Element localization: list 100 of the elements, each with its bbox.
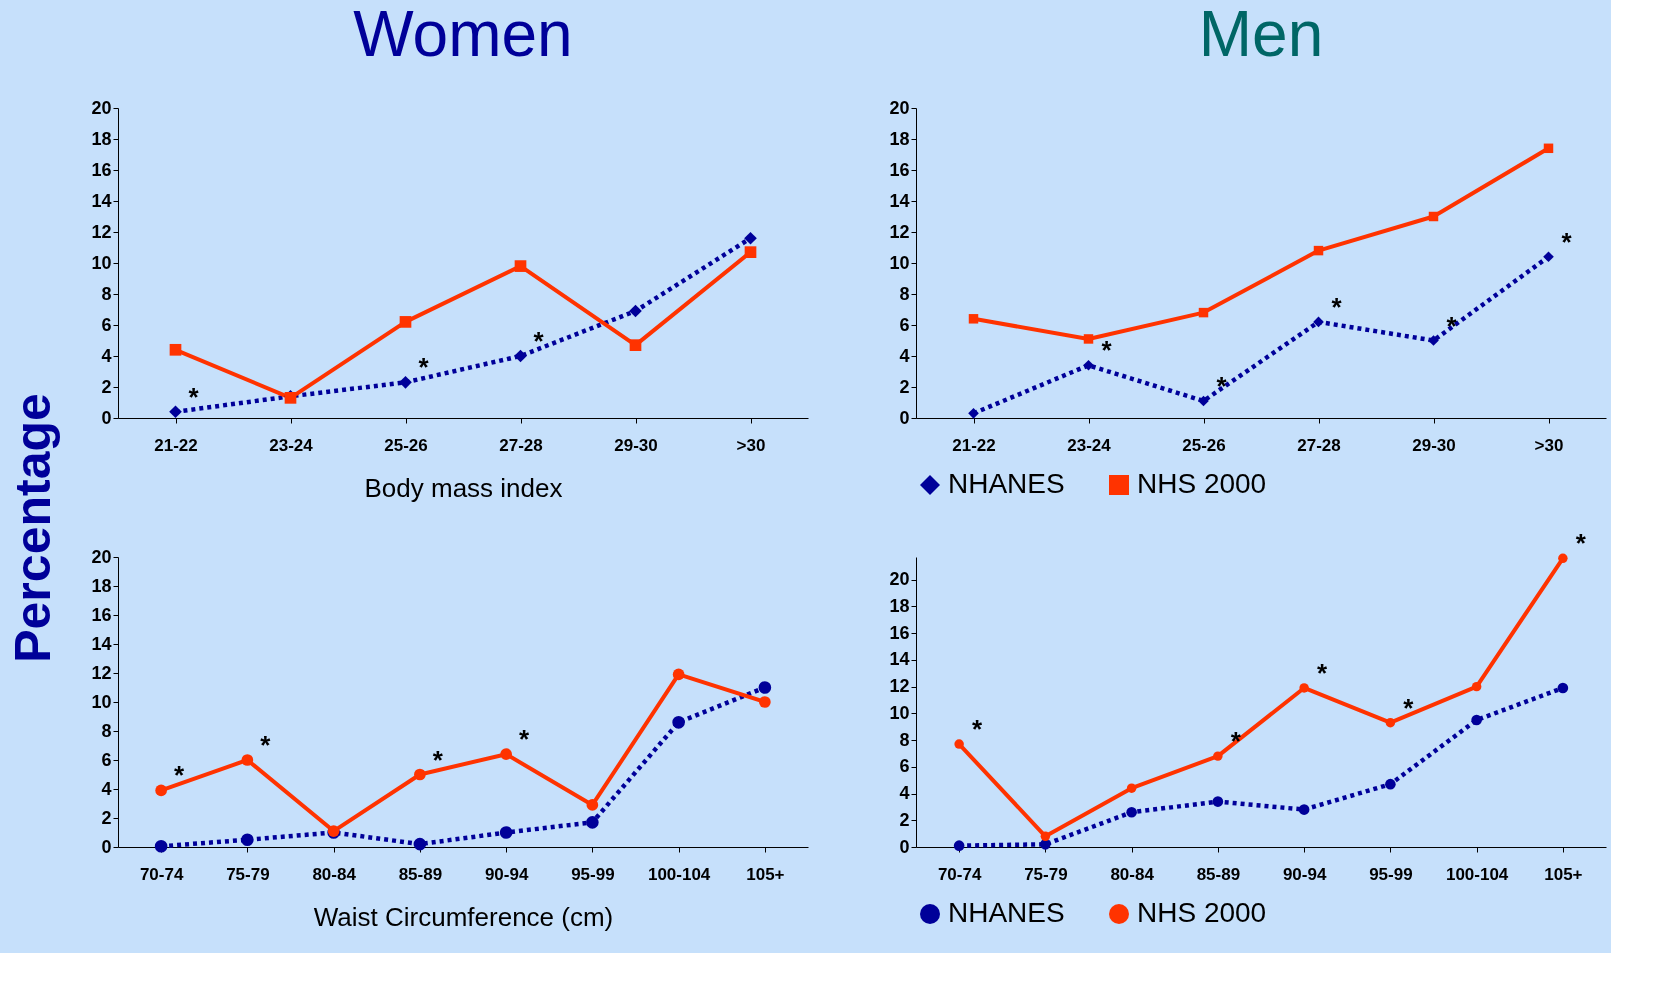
- y-tick-label: 2: [101, 807, 112, 828]
- point: [954, 739, 964, 749]
- y-tick-label: 2: [899, 809, 910, 830]
- y-tick-label: 20: [91, 97, 112, 118]
- y-tick-label: 18: [889, 595, 910, 616]
- y-tick-label: 0: [899, 407, 910, 428]
- annotation: *: [188, 381, 200, 412]
- point: [413, 837, 427, 851]
- point: [414, 768, 426, 781]
- y-tick-label: 4: [899, 783, 910, 804]
- point: [758, 681, 772, 694]
- y-tick-label: 12: [91, 662, 112, 683]
- annotation: *: [533, 326, 545, 356]
- x-tick-label: 105+: [746, 864, 785, 884]
- point: [1083, 359, 1094, 371]
- chart-title: Women: [353, 0, 573, 70]
- point: [499, 826, 513, 839]
- y-tick-label: 18: [91, 128, 112, 149]
- x-tick-label: 27-28: [499, 435, 543, 455]
- y-tick-label: 14: [889, 190, 910, 211]
- annotation: *: [1446, 310, 1458, 341]
- point: [155, 784, 167, 797]
- point: [629, 304, 642, 318]
- point: [1543, 251, 1554, 263]
- x-tick-label: 80-84: [1110, 864, 1155, 884]
- point: [759, 696, 771, 708]
- y-tick-label: 8: [101, 720, 112, 741]
- point: [586, 816, 599, 829]
- annotation: *: [1317, 657, 1329, 688]
- point: [514, 260, 527, 272]
- y-tick-label: 2: [101, 376, 112, 397]
- x-tick-label: 29-30: [1412, 435, 1456, 455]
- y-tick-label: 6: [101, 314, 112, 335]
- legend-label: NHS 2000: [1137, 897, 1267, 928]
- point: [1557, 682, 1569, 694]
- y-tick-label: 8: [899, 729, 910, 750]
- point: [1299, 683, 1309, 693]
- y-tick-label: 6: [899, 314, 910, 335]
- point: [241, 754, 254, 766]
- y-tick-label: 16: [91, 159, 112, 180]
- x-tick-label: 70-74: [937, 864, 982, 884]
- point: [399, 376, 412, 389]
- annotation: *: [1403, 692, 1415, 723]
- x-tick-label: 90-94: [1282, 864, 1327, 884]
- x-tick-label: 105+: [1544, 864, 1583, 884]
- y-tick-label: 4: [101, 345, 112, 366]
- annotation: *: [432, 744, 444, 775]
- annotation: *: [519, 724, 531, 755]
- y-tick-label: 0: [899, 836, 910, 857]
- x-tick-label: >30: [1534, 435, 1564, 455]
- point: [1428, 211, 1439, 222]
- point: [1126, 806, 1137, 818]
- y-tick-label: 20: [889, 97, 910, 118]
- point: [1040, 831, 1051, 842]
- legend-label: NHS 2000: [1137, 468, 1267, 499]
- y-tick-label: 4: [899, 345, 910, 366]
- point: [629, 339, 642, 351]
- y-tick-label: 10: [889, 252, 910, 273]
- legend-label: NHANES: [948, 897, 1065, 928]
- point: [399, 316, 412, 328]
- x-tick-label: 23-24: [1067, 435, 1112, 455]
- x-tick-label: 75-79: [1024, 864, 1068, 884]
- x-axis-title: Body mass index: [364, 472, 563, 503]
- point: [1313, 245, 1324, 256]
- y-tick-label: 10: [91, 691, 112, 712]
- x-tick-label: 85-89: [1196, 864, 1241, 884]
- annotation: *: [972, 714, 984, 745]
- x-tick-label: 75-79: [226, 864, 270, 884]
- point: [1428, 335, 1439, 346]
- y-tick-label: 14: [889, 649, 910, 670]
- y-tick-label: 20: [889, 569, 910, 590]
- y-tick-label: 0: [101, 836, 112, 857]
- x-axis-title: Waist Circumference (cm): [313, 901, 614, 932]
- point: [500, 748, 512, 761]
- annotation: *: [1216, 370, 1228, 401]
- annotation: *: [174, 760, 186, 791]
- point: [1471, 714, 1482, 726]
- point: [1040, 839, 1051, 850]
- y-tick-label: 8: [899, 283, 910, 304]
- point: [1385, 717, 1396, 728]
- y-tick-label: 12: [889, 221, 910, 242]
- x-tick-label: 29-30: [614, 435, 658, 455]
- y-tick-label: 6: [899, 756, 910, 777]
- point: [953, 840, 965, 851]
- y-tick-label: 2: [899, 376, 910, 397]
- point: [672, 715, 685, 729]
- x-tick-label: 95-99: [1369, 864, 1413, 884]
- x-tick-label: 25-26: [384, 435, 428, 455]
- x-tick-label: 80-84: [312, 864, 357, 884]
- y-tick-label: 18: [889, 128, 910, 149]
- annotation: *: [260, 730, 272, 760]
- y-tick-label: 10: [889, 702, 910, 723]
- annotation: *: [418, 352, 430, 383]
- annotation: *: [1331, 291, 1343, 322]
- y-tick-label: 14: [91, 190, 112, 211]
- point: [169, 343, 182, 356]
- x-tick-label: >30: [736, 435, 766, 455]
- x-tick-label: 21-22: [154, 435, 198, 455]
- point: [672, 668, 685, 681]
- point: [154, 839, 168, 853]
